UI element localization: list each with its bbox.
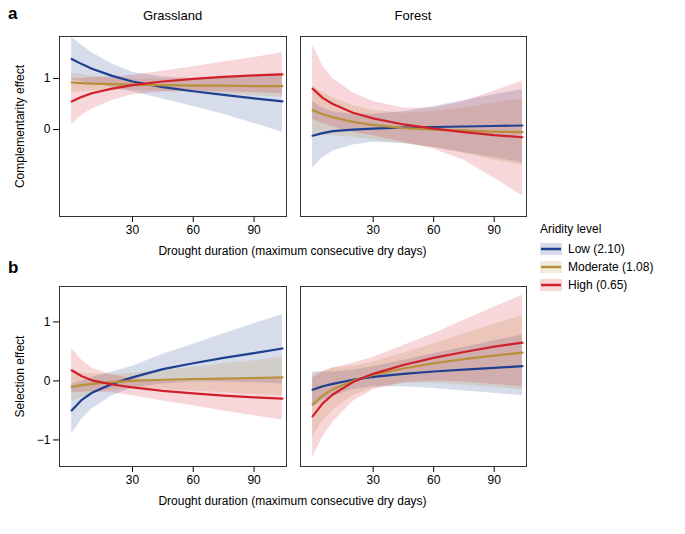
svg-text:30: 30 (126, 223, 140, 237)
svg-text:0: 0 (44, 122, 51, 136)
svg-text:Complementarity effect: Complementarity effect (13, 64, 27, 188)
svg-text:90: 90 (247, 473, 261, 487)
svg-text:60: 60 (427, 473, 441, 487)
html-text:a: a (8, 4, 18, 23)
html-text:Moderate (1.08): Moderate (1.08) (568, 260, 654, 274)
svg-text:1: 1 (44, 315, 51, 329)
svg-text:1: 1 (44, 71, 51, 85)
html-text:Aridity level: Aridity level (540, 222, 602, 236)
svg-text:60: 60 (187, 473, 201, 487)
svg-text:90: 90 (488, 473, 502, 487)
svg-text:60: 60 (427, 223, 441, 237)
html-text:Grassland: Grassland (142, 8, 203, 23)
svg-text:−1: −1 (37, 433, 51, 447)
html-text:High (0.65): High (0.65) (568, 278, 628, 292)
html-text:Forest: Forest (394, 8, 432, 23)
html-text:b: b (8, 258, 19, 277)
svg-text:30: 30 (366, 223, 380, 237)
svg-text:60: 60 (187, 223, 201, 237)
svg-text:30: 30 (126, 473, 140, 487)
html-text:Drought duration (maximum cons: Drought duration (maximum consecutive dr… (158, 494, 427, 508)
html-text:Drought duration (maximum cons: Drought duration (maximum consecutive dr… (158, 244, 427, 258)
svg-text:90: 90 (488, 223, 502, 237)
svg-text:Selection effect: Selection effect (13, 335, 27, 417)
svg-text:30: 30 (366, 473, 380, 487)
html-text:Low (2.10): Low (2.10) (568, 242, 625, 256)
svg-text:90: 90 (247, 223, 261, 237)
svg-text:0: 0 (44, 374, 51, 388)
